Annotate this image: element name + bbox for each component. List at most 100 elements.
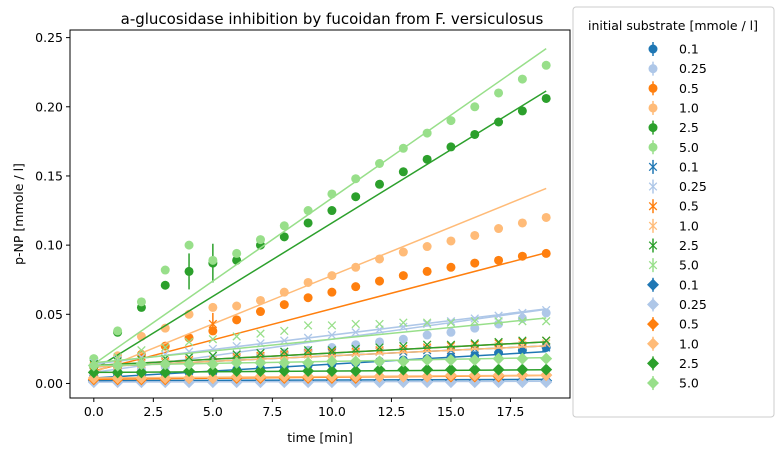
data-point [517, 74, 527, 84]
data-point [517, 106, 527, 116]
legend-item: 2.5 [647, 356, 699, 371]
data-point [351, 328, 360, 337]
data-point [137, 346, 146, 355]
data-point [111, 359, 124, 372]
legend-marker [648, 83, 658, 93]
data-point [159, 358, 172, 371]
data-point [206, 365, 219, 378]
data-point [232, 301, 242, 311]
data-point [399, 318, 408, 327]
legend-marker [648, 241, 658, 250]
series-circle-1-0 [89, 187, 551, 374]
data-point [518, 316, 527, 326]
legend-label: 2.5 [679, 120, 699, 135]
legend-item: 5.0 [648, 140, 699, 155]
series-x-5-0 [89, 316, 551, 366]
data-point [303, 348, 313, 358]
fit-line [93, 187, 547, 374]
x-tick-label: 17.5 [497, 404, 525, 419]
y-tick-label: 0.10 [35, 238, 63, 253]
data-point [208, 334, 218, 344]
data-point [206, 358, 219, 371]
legend-item: 0.25 [648, 61, 707, 76]
legend: initial substrate [mmole / l] 0.1 0.25 0.5… [572, 6, 775, 418]
data-point [351, 192, 361, 202]
data-point [280, 350, 289, 359]
y-tick-label: 0.20 [35, 99, 63, 114]
data-point [444, 363, 457, 376]
data-point [470, 230, 480, 240]
legend-label: 1.0 [679, 336, 699, 351]
x-tick-label: 10.0 [318, 404, 346, 419]
data-point [349, 365, 362, 378]
legend-marker [647, 377, 659, 390]
data-point [230, 365, 243, 378]
legend-item: 5.0 [648, 258, 699, 273]
data-point [446, 327, 456, 337]
data-point [232, 350, 241, 359]
data-point [325, 365, 338, 378]
data-point [230, 356, 243, 369]
data-point [160, 343, 170, 352]
data-point [518, 337, 527, 347]
legend-marker [648, 201, 658, 211]
legend-label: 0.25 [679, 297, 707, 312]
data-point [327, 287, 337, 297]
legend-label: 1.0 [679, 218, 699, 233]
x-tick-label: 0.0 [84, 404, 104, 419]
legend-label: 1.0 [679, 100, 699, 115]
data-point [541, 60, 551, 70]
data-point [279, 300, 289, 310]
data-point [184, 266, 194, 276]
data-point [422, 318, 432, 327]
data-point [279, 287, 289, 297]
data-point [470, 316, 480, 326]
legend-label: 0.5 [679, 81, 699, 96]
data-point [375, 343, 384, 352]
data-point [302, 365, 315, 378]
legend-item: 0.1 [647, 277, 699, 292]
data-point [325, 355, 338, 368]
legend-marker [647, 337, 659, 350]
data-point [517, 345, 527, 355]
data-point [160, 265, 170, 275]
data-point [375, 337, 385, 347]
data-point [398, 143, 408, 153]
data-point [232, 248, 242, 258]
data-point [398, 271, 408, 281]
data-point [494, 316, 503, 326]
data-point [327, 330, 337, 340]
data-point [446, 142, 456, 152]
data-point [279, 221, 289, 231]
data-point [518, 308, 527, 318]
legend-items: 0.1 0.25 0.5 1.0 2.5 5.0 0.1 0.25 0.5 1.0 2.5 5.0 0.… [647, 42, 707, 391]
data-point [446, 340, 456, 349]
data-point [136, 297, 146, 307]
data-point [541, 316, 551, 326]
legend-item: 2.5 [648, 238, 699, 253]
data-point [397, 363, 410, 376]
legend-marker [648, 142, 658, 152]
data-point [111, 366, 124, 379]
legend-item: 2.5 [648, 120, 699, 135]
data-point [184, 337, 194, 347]
plot-area [87, 48, 553, 389]
legend-label: 0.25 [679, 179, 707, 194]
data-point [397, 355, 410, 368]
legend-label: 0.25 [679, 61, 707, 76]
data-point [279, 232, 289, 242]
data-point [303, 277, 313, 287]
data-point [184, 352, 194, 362]
data-point [327, 206, 337, 216]
data-point [494, 224, 504, 234]
fit-line [93, 317, 547, 364]
data-point [422, 266, 432, 276]
x-tick-label: 15.0 [437, 404, 465, 419]
legend-marker [648, 103, 658, 113]
data-point [494, 339, 503, 348]
data-point [492, 352, 505, 365]
data-point [327, 189, 337, 199]
data-point [351, 174, 361, 184]
legend-item: 0.5 [647, 317, 699, 332]
